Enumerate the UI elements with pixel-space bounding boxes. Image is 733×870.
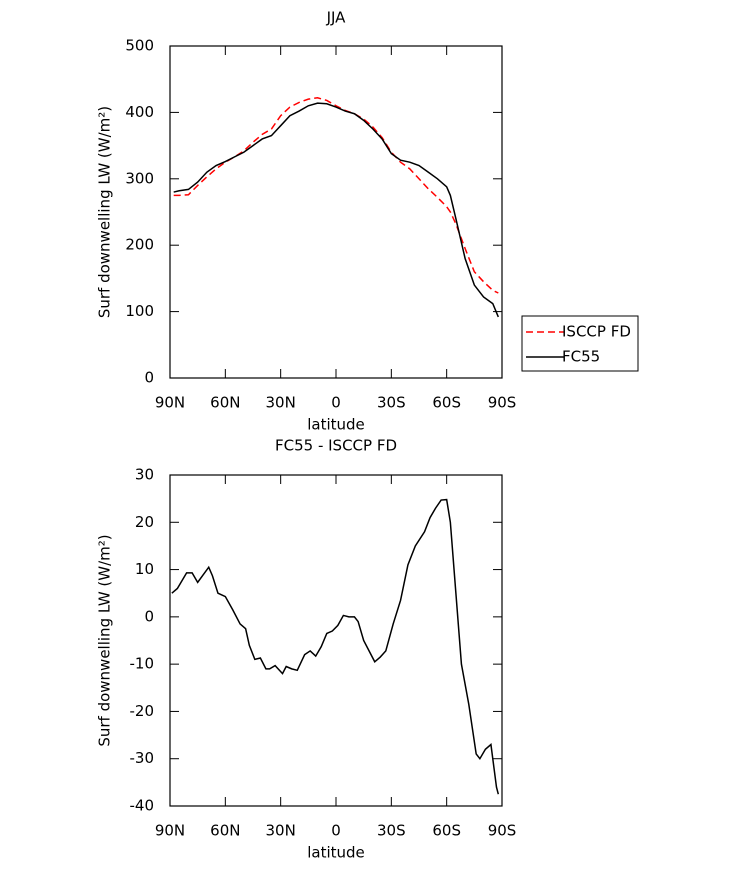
x-tick-label: 0	[331, 394, 341, 412]
y-axis-label: Surf downwelling LW (W/m²)	[96, 534, 114, 746]
x-tick-label: 60N	[210, 394, 240, 412]
x-tick-label: 60N	[210, 822, 240, 840]
x-tick-label: 90N	[155, 822, 185, 840]
x-tick-label: 90N	[155, 394, 185, 412]
y-tick-label: 400	[125, 103, 154, 121]
x-tick-label: 90S	[488, 822, 517, 840]
y-tick-label: 20	[135, 513, 154, 531]
x-tick-label: 30S	[377, 822, 406, 840]
y-tick-label: 200	[125, 236, 154, 254]
y-tick-label: 10	[135, 560, 154, 578]
chart-title: FC55 - ISCCP FD	[275, 437, 397, 455]
x-tick-label: 60S	[432, 394, 461, 412]
data-line	[173, 97, 499, 294]
x-axis-label: latitude	[307, 844, 365, 862]
x-tick-label: 60S	[432, 822, 461, 840]
y-tick-label: -20	[130, 702, 155, 720]
y-tick-label: -30	[130, 749, 155, 767]
legend-box	[521, 315, 639, 372]
plot-frame	[169, 45, 503, 379]
y-tick-label: 0	[144, 607, 154, 625]
x-tick-label: 90S	[488, 394, 517, 412]
chart-title: JJA	[326, 9, 347, 27]
y-tick-label: -40	[130, 797, 155, 815]
x-tick-label: 30N	[266, 822, 296, 840]
y-tick-label: 100	[125, 302, 154, 320]
plot-frame	[169, 474, 503, 807]
data-line	[173, 102, 500, 318]
y-tick-label: 0	[144, 369, 154, 387]
data-line	[171, 498, 500, 795]
legend-label: ISCCP FD	[562, 323, 631, 341]
y-tick-label: -10	[130, 655, 155, 673]
y-tick-label: 300	[125, 169, 154, 187]
x-tick-label: 30N	[266, 394, 296, 412]
y-tick-label: 500	[125, 37, 154, 55]
x-tick-label: 0	[331, 822, 341, 840]
y-tick-label: 30	[135, 466, 154, 484]
x-axis-label: latitude	[307, 416, 365, 434]
y-axis-label: Surf downwelling LW (W/m²)	[96, 106, 114, 318]
x-tick-label: 30S	[377, 394, 406, 412]
legend-label: FC55	[562, 348, 600, 366]
